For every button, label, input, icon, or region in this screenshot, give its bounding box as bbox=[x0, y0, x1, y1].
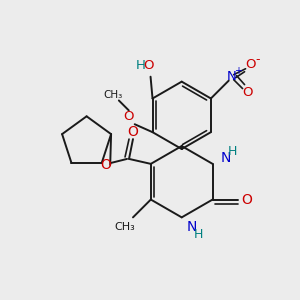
Text: -: - bbox=[255, 53, 260, 66]
Text: CH₃: CH₃ bbox=[115, 222, 135, 232]
Text: N: N bbox=[227, 70, 237, 83]
Text: O: O bbox=[143, 59, 154, 72]
Text: H: H bbox=[228, 146, 237, 158]
Text: H: H bbox=[194, 228, 203, 241]
Text: N: N bbox=[220, 151, 231, 165]
Text: O: O bbox=[124, 110, 134, 123]
Text: O: O bbox=[241, 193, 252, 206]
Text: O: O bbox=[128, 125, 138, 139]
Text: O: O bbox=[100, 158, 111, 172]
Text: N: N bbox=[186, 220, 197, 234]
Text: O: O bbox=[242, 86, 253, 99]
Text: +: + bbox=[234, 66, 242, 76]
Text: CH₃: CH₃ bbox=[103, 89, 122, 100]
Text: O: O bbox=[245, 58, 256, 71]
Text: H: H bbox=[136, 59, 146, 72]
